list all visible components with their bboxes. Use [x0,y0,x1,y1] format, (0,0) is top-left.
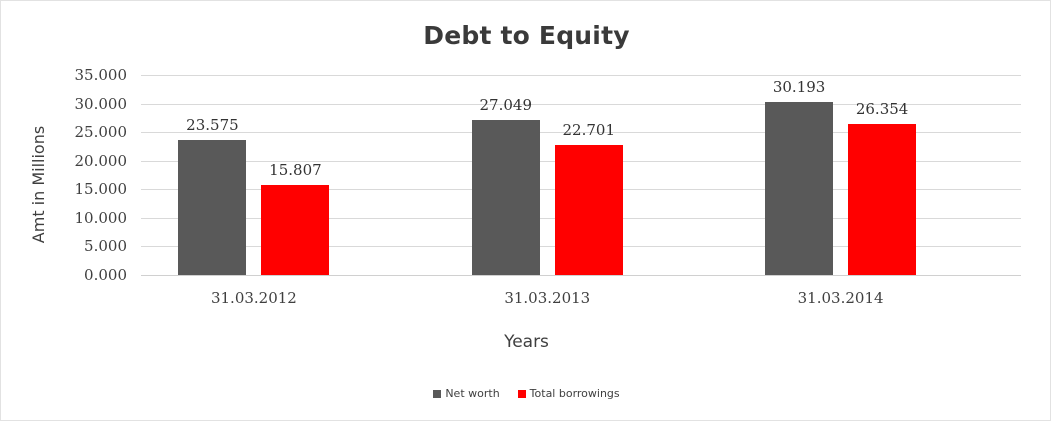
bar-total-borrowings [261,184,330,275]
bar-data-label: 27.049 [479,96,533,115]
x-axis-tick-label: 31.03.2014 [797,289,884,307]
bar-total-borrowings [554,145,623,275]
y-axis-title: Amt in Millions [27,99,51,269]
bar-data-label: 26.354 [855,100,909,119]
x-axis-tick-label: 31.03.2012 [210,289,297,307]
bar-data-label: 23.575 [186,116,239,135]
plot-area: 23.575 15.807 27.049 22.701 30.193 26.354 [141,75,1021,276]
chart-title: Debt to Equity [423,21,630,50]
bar-data-label: 30.193 [772,78,826,97]
legend-item[interactable]: Net worth [433,387,500,400]
y-axis-tick-label: 0.000 [84,266,127,284]
y-axis-tick-label: 30.000 [74,94,128,113]
legend-swatch-icon [517,389,526,398]
bar-net-worth [471,120,540,275]
bar-net-worth [178,140,247,275]
bar-data-label: 22.701 [562,121,616,140]
gridline [141,132,1021,134]
y-axis-tick-label: 20.000 [74,151,128,170]
x-axis-line [141,275,1021,276]
x-axis-title: Years [504,332,549,352]
y-axis-tick-labels: 0.000 5.000 10.000 15.000 20.000 25.000 30.000… [57,63,135,284]
x-axis-tick-label: 31.03.2013 [504,289,591,307]
y-axis-tick-label: 35.000 [74,66,128,84]
chart-legend: Net worth Total borrowings [1,387,1050,400]
bar-net-worth [765,102,834,275]
legend-swatch-icon [433,389,442,398]
gridline [141,75,1021,76]
gridline [141,103,1021,105]
y-axis-title-text: Amt in Millions [29,125,49,243]
legend-item[interactable]: Total borrowings [517,387,620,400]
y-axis-tick-label: 5.000 [84,237,127,256]
bar-total-borrowings [848,124,917,275]
legend-label: Total borrowings [529,387,620,400]
y-axis-tick-label: 10.000 [74,208,128,227]
legend-label: Net worth [445,387,500,400]
y-axis-tick-label: 25.000 [74,123,128,142]
y-axis-tick-label: 15.000 [74,180,128,199]
bar-data-label: 15.807 [269,160,322,179]
